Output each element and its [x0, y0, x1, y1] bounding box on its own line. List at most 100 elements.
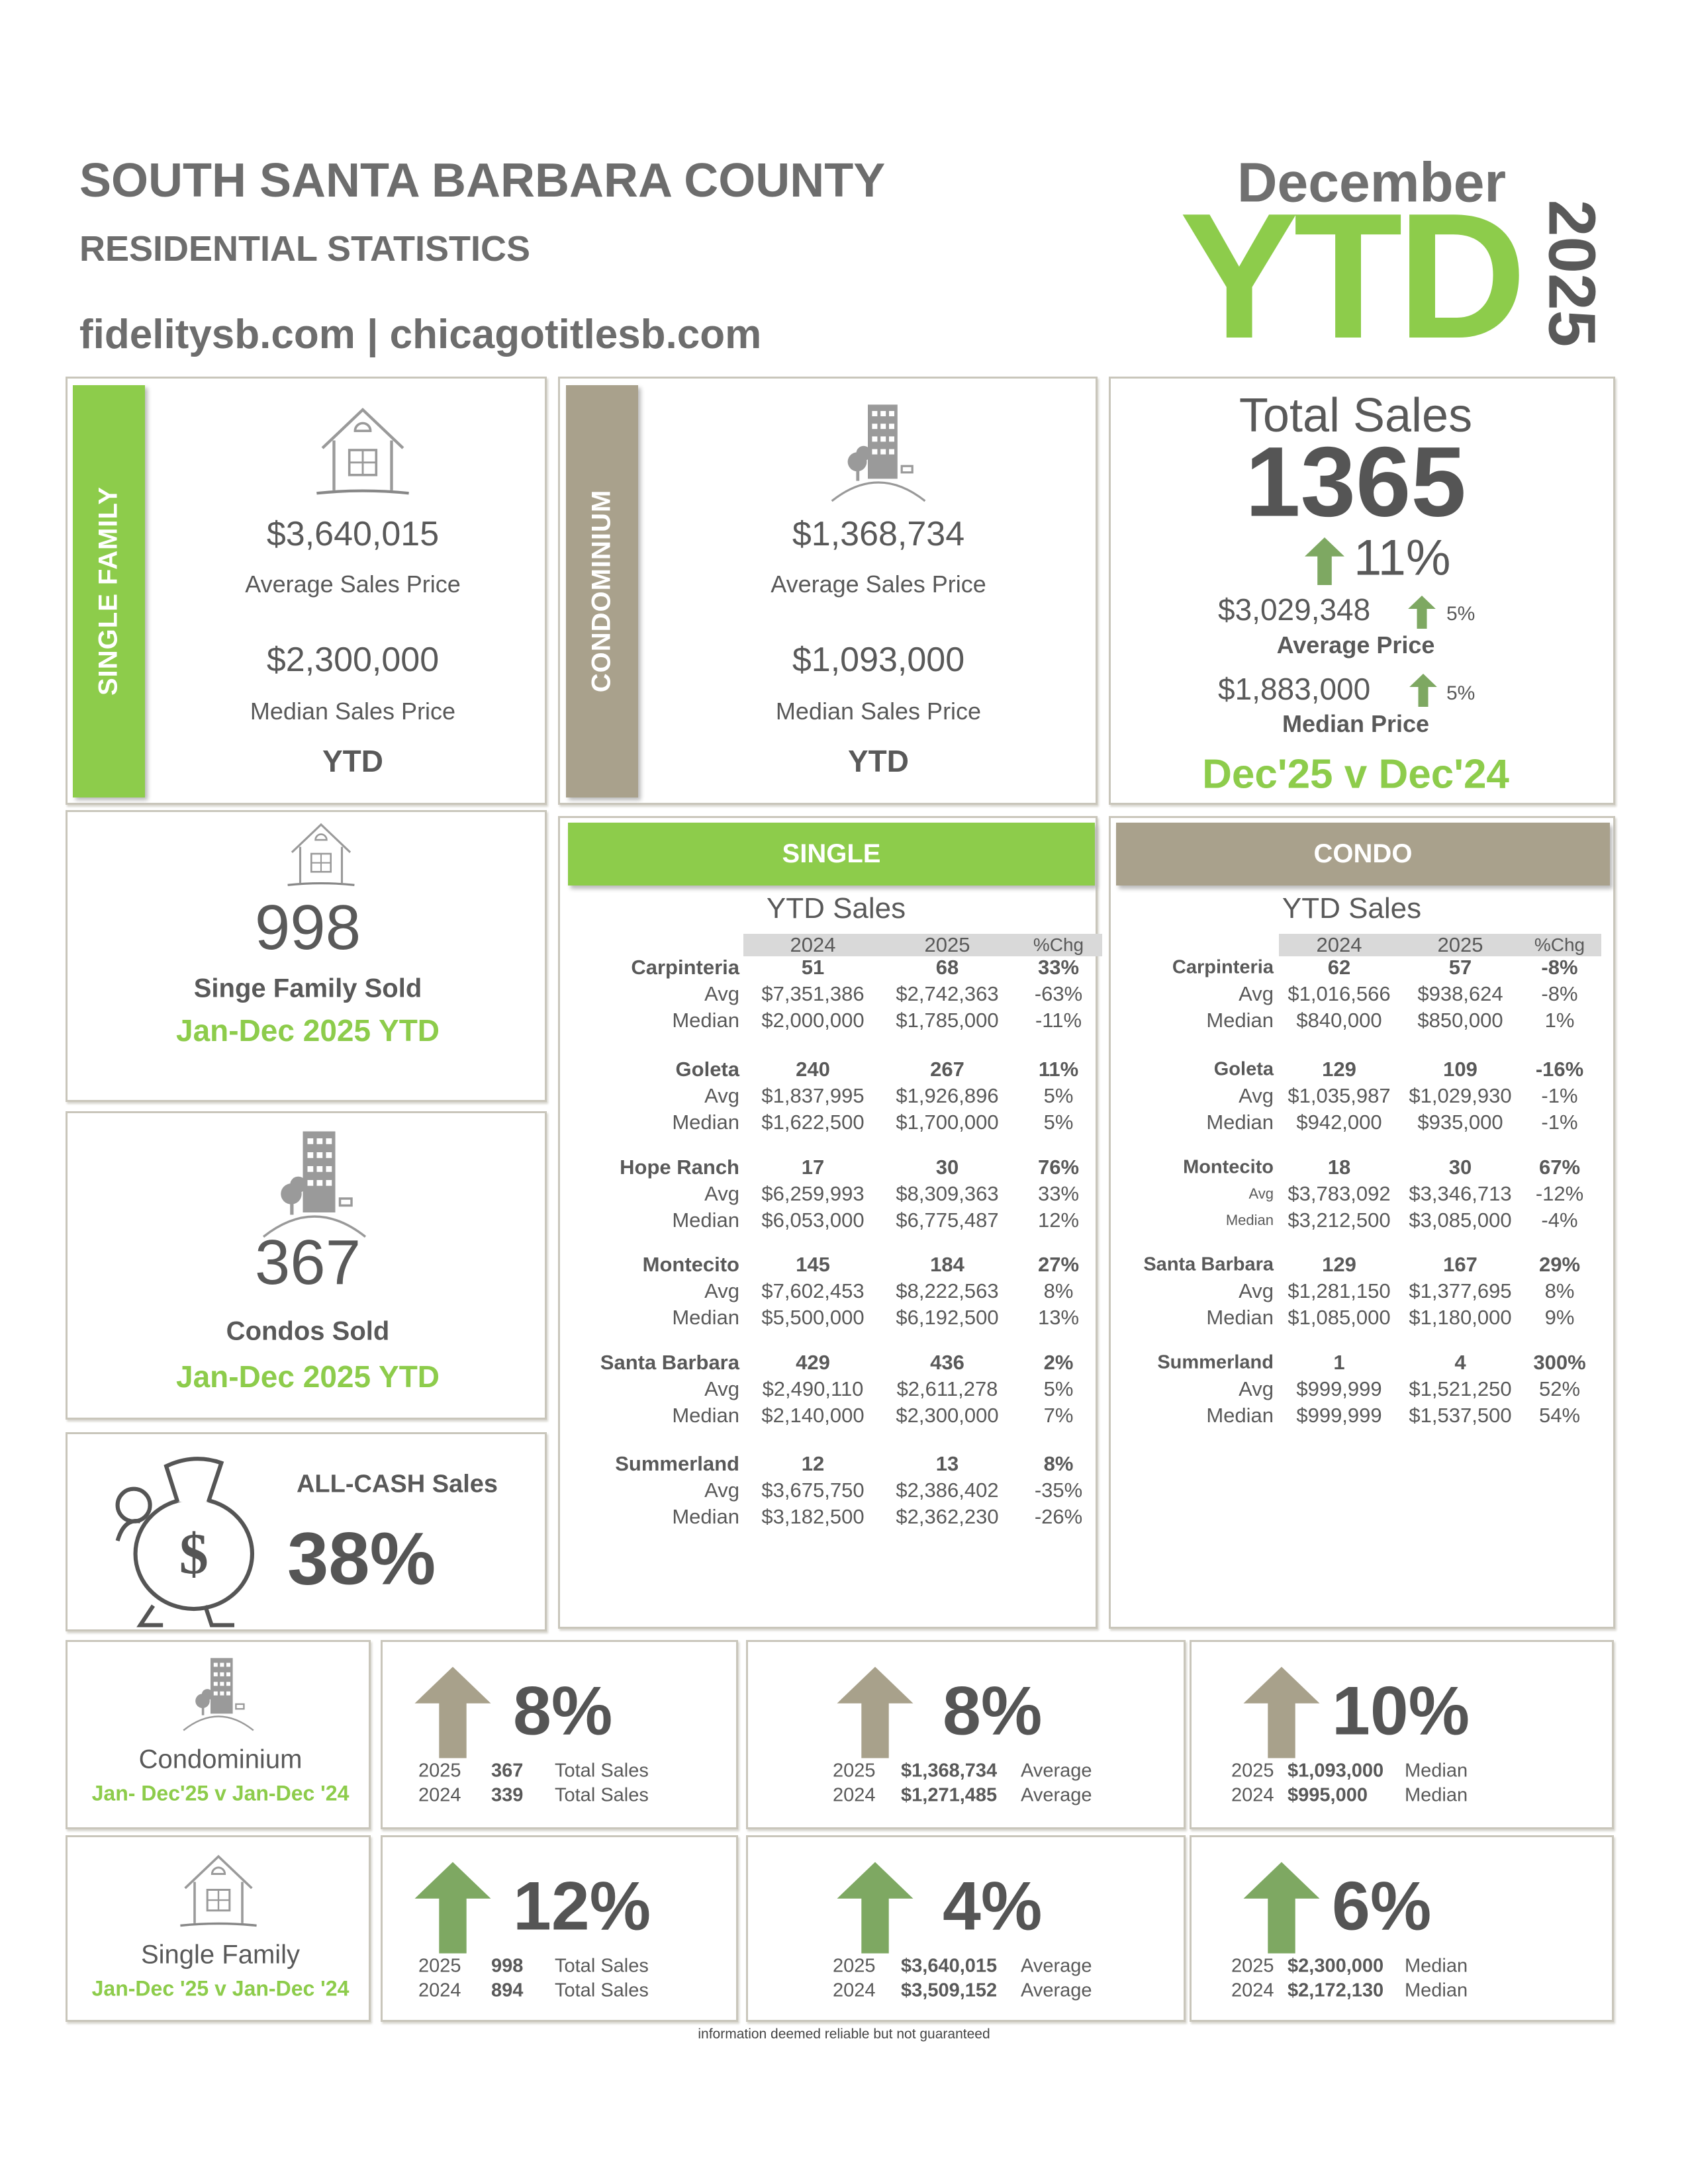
sales-count: 267	[930, 1058, 964, 1081]
percent-change: 10%	[1332, 1672, 1470, 1750]
comparison-metric: Average	[1021, 1955, 1092, 1977]
percent-change: 6%	[1332, 1868, 1432, 1945]
comparison-label-card	[66, 1640, 371, 1829]
comparison-year: 2024	[418, 1784, 461, 1806]
median-value: $6,192,500	[896, 1306, 999, 1329]
median-value: $3,212,500	[1288, 1208, 1391, 1232]
single-family-summary	[66, 377, 547, 805]
comparison-year: 2025	[833, 1760, 876, 1782]
median-value: -4%	[1541, 1208, 1578, 1232]
median-value: $1,785,000	[896, 1009, 999, 1032]
arrow-up-icon	[415, 1666, 491, 1762]
avg-value: $8,222,563	[896, 1279, 999, 1302]
median-value: -1%	[1541, 1111, 1578, 1134]
median-value: 5%	[1043, 1111, 1074, 1134]
median-value: 12%	[1037, 1208, 1080, 1232]
sf-avg-price: $3,640,015	[266, 515, 440, 553]
comparison-metric: Median	[1405, 1760, 1468, 1782]
sales-count: 68	[935, 956, 959, 979]
sales-count: 51	[801, 956, 825, 979]
sales-count: 76%	[1037, 1156, 1080, 1179]
condo-median-label: Median Sales Price	[775, 698, 982, 725]
median-value: $1,622,500	[761, 1111, 865, 1134]
comparison-value: 998	[491, 1955, 524, 1977]
single-family-band-label: SINGLE FAMILY	[93, 486, 123, 696]
websites: fidelitysb.com | chicagotitlesb.com	[79, 312, 762, 357]
comparison-year: 2024	[833, 1979, 876, 2001]
avg-label: Avg	[704, 1377, 739, 1400]
median-value: $2,140,000	[761, 1404, 865, 1427]
sales-count: 129	[1322, 1058, 1356, 1081]
avg-value: 8%	[1043, 1279, 1074, 1302]
sf-sold-label: Singe Family Sold	[193, 974, 422, 1003]
sales-count: 67%	[1538, 1156, 1581, 1179]
area-name: Carpinteria	[631, 956, 739, 979]
median-value: $2,362,230	[896, 1505, 999, 1528]
column-header: 2025	[924, 933, 970, 956]
sf-median-label: Median Sales Price	[250, 698, 456, 725]
sf-sold-card	[66, 810, 547, 1102]
sf-sold-period: Jan-Dec 2025 YTD	[175, 1013, 440, 1048]
money-bag-icon: $	[115, 1457, 255, 1627]
sales-count: 109	[1443, 1058, 1477, 1081]
avg-label: Avg	[1239, 1084, 1274, 1107]
sales-count: 12	[801, 1452, 825, 1475]
percent-change: 4%	[943, 1868, 1043, 1945]
median-value: $6,053,000	[761, 1208, 865, 1232]
avg-label: Avg	[1239, 982, 1274, 1005]
sales-count: 129	[1322, 1253, 1356, 1276]
area-name: Santa Barbara	[600, 1351, 739, 1374]
comparison-value: $3,640,015	[901, 1955, 998, 1977]
single-table-subtitle: YTD Sales	[766, 892, 906, 925]
comparison-value: 894	[491, 1979, 524, 2001]
median-value: $6,775,487	[896, 1208, 999, 1232]
house-icon	[169, 1850, 268, 1933]
arrow-up-icon	[1297, 537, 1352, 585]
median-label: Median	[1206, 1306, 1274, 1329]
avg-value: $3,783,092	[1288, 1182, 1391, 1205]
comparison-value: $2,172,130	[1288, 1979, 1384, 2001]
area-name: Santa Barbara	[1143, 1253, 1274, 1275]
house-icon	[278, 819, 364, 889]
avg-value: 5%	[1043, 1377, 1074, 1400]
sales-count: 436	[930, 1351, 964, 1374]
total-avg-price: $3,029,348	[1218, 592, 1371, 627]
comparison-card	[746, 1835, 1186, 2022]
area-name: Summerland	[1157, 1351, 1274, 1373]
comparison-year: 2025	[1231, 1955, 1274, 1977]
year-label: 2025	[1534, 199, 1609, 347]
sales-count: 27%	[1037, 1253, 1080, 1276]
avg-value: $3,346,713	[1409, 1182, 1512, 1205]
avg-label: Avg	[1239, 1279, 1274, 1302]
comparison-label-card	[66, 1835, 371, 2022]
comparison-card	[746, 1640, 1186, 1829]
sales-count: 4	[1454, 1351, 1466, 1374]
median-value: $999,999	[1296, 1404, 1382, 1427]
avg-value: -35%	[1034, 1479, 1083, 1502]
total-comparison: Dec'25 v Dec'24	[1202, 751, 1509, 797]
median-value: $5,500,000	[761, 1306, 865, 1329]
comparison-metric: Average	[1021, 1784, 1092, 1806]
median-value: 13%	[1037, 1306, 1080, 1329]
avg-value: -63%	[1034, 982, 1083, 1005]
median-label: Median	[1206, 1404, 1274, 1427]
sf-median-price: $2,300,000	[266, 641, 440, 679]
median-label: Median	[1206, 1111, 1274, 1134]
sf-avg-label: Average Sales Price	[245, 570, 461, 598]
sales-count: 184	[930, 1253, 964, 1276]
avg-label: Avg	[704, 982, 739, 1005]
comparison-value: $3,509,152	[901, 1979, 998, 2001]
condo-table-subtitle: YTD Sales	[1282, 892, 1422, 925]
sales-count: 57	[1448, 956, 1472, 979]
comparison-year: 2024	[1231, 1784, 1274, 1806]
median-value: 54%	[1538, 1404, 1581, 1427]
avg-label: Avg	[1248, 1185, 1274, 1202]
avg-value: 8%	[1544, 1279, 1575, 1302]
page-title: SOUTH SANTA BARBARA COUNTY	[79, 154, 886, 207]
condo-median-price: $1,093,000	[792, 641, 965, 679]
condo-table-column-bar	[1279, 934, 1601, 956]
sales-count: 30	[1448, 1156, 1472, 1179]
avg-value: -8%	[1541, 982, 1578, 1005]
comparison-metric: Total Sales	[555, 1979, 649, 2001]
comparison-value: 367	[491, 1760, 524, 1782]
